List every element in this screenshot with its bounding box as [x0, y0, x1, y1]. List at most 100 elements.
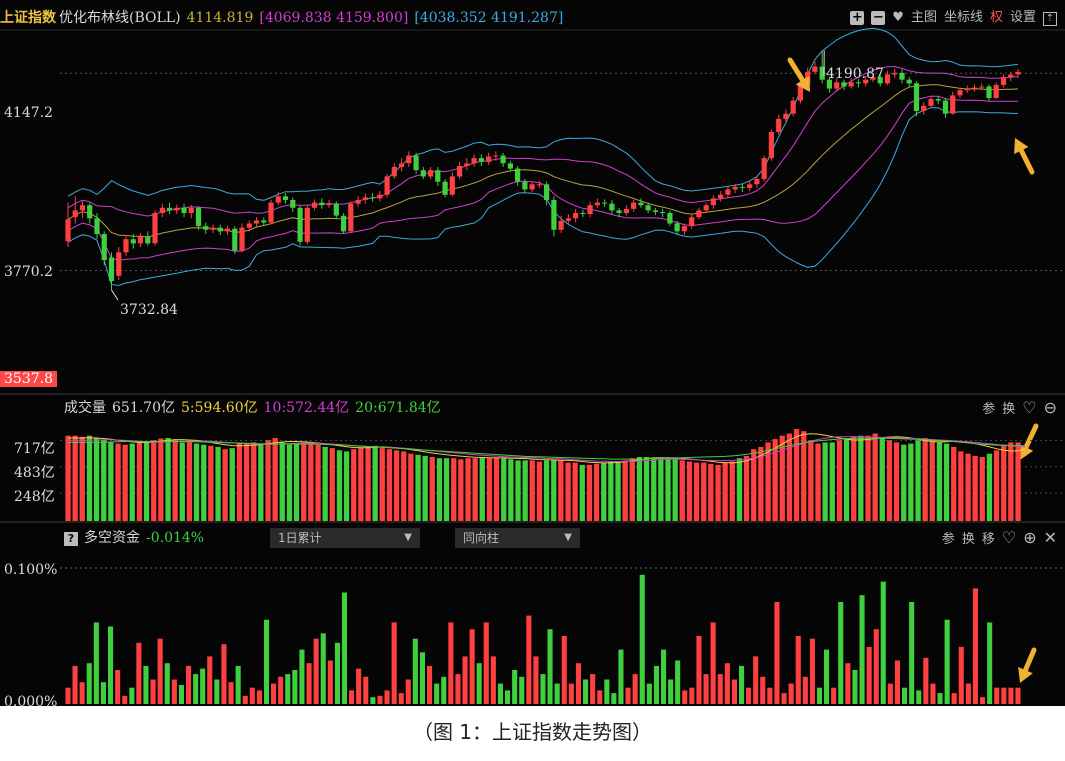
volume-bar: [286, 444, 293, 521]
volume-bar: [208, 445, 214, 521]
candle-body: [406, 155, 412, 164]
volume-bar: [315, 444, 321, 521]
flow-bar: [944, 619, 950, 704]
candle-body: [268, 202, 274, 223]
rights-button[interactable]: 权: [989, 10, 1003, 25]
candle-body: [913, 83, 920, 111]
flow-bar: [795, 636, 801, 704]
flow-bar: [171, 679, 177, 704]
flow-bar: [285, 674, 291, 704]
volume-bar: [365, 446, 371, 521]
flow-bar: [186, 665, 192, 704]
index-title[interactable]: 上证指数: [0, 10, 56, 26]
flow-bar: [178, 685, 184, 704]
minus-icon[interactable]: −: [871, 10, 886, 25]
volume-ma-line: [68, 433, 1026, 464]
volume-bar: [972, 455, 978, 521]
settings-button[interactable]: 设置: [1009, 10, 1036, 25]
candle-body: [464, 163, 470, 166]
flow-bar: [490, 656, 496, 704]
volume-bar: [122, 444, 128, 521]
volume-bar: [815, 443, 821, 521]
flow-bar: [462, 656, 468, 704]
period-dropdown[interactable]: 1日累计 ▼: [270, 528, 420, 548]
candle-body: [776, 118, 782, 132]
candle-body: [971, 87, 978, 89]
candle-body: [674, 223, 680, 232]
flow-bar: [483, 622, 489, 704]
volume-bar: [479, 457, 485, 521]
flow-bar: [547, 629, 553, 704]
candle-body: [834, 82, 840, 89]
flow-bar: [831, 687, 837, 704]
flow-switch-button[interactable]: 换: [961, 532, 975, 547]
flow-bar: [958, 646, 964, 704]
heart-icon[interactable]: ♥: [892, 10, 904, 25]
flow-bar: [115, 670, 121, 704]
candle-body: [166, 207, 173, 211]
candle-body: [413, 155, 419, 171]
volume-bar: [193, 443, 200, 521]
arrow-icon-head: [795, 75, 810, 92]
flow-zoom-in-icon[interactable]: ⊕: [1023, 528, 1037, 547]
flow-bar: [646, 683, 652, 704]
flow-bar: [143, 665, 149, 704]
axis-button[interactable]: 坐标线: [943, 10, 983, 25]
candle-body: [957, 90, 963, 96]
candle-body: [790, 100, 796, 114]
flow-close-icon[interactable]: ✕: [1043, 528, 1057, 547]
candle-body: [732, 186, 738, 190]
flow-param-button[interactable]: 参: [941, 532, 955, 547]
volume-toolbar: 参换 ♡ ⊖: [975, 396, 1057, 420]
help-icon[interactable]: ?: [64, 532, 78, 546]
flow-axis-top: 0.100%: [4, 562, 58, 578]
candle-body: [638, 202, 644, 206]
indicator-name[interactable]: 优化布林线(BOLL): [59, 10, 181, 26]
volume-title[interactable]: 成交量: [64, 400, 106, 416]
main-chart-button[interactable]: 主图: [910, 10, 937, 25]
volume-bar: [65, 435, 71, 521]
candle-body: [486, 156, 492, 162]
flow-bar: [249, 687, 255, 704]
boll-inner-lower-line: [67, 95, 1018, 261]
candle-body: [892, 72, 898, 75]
volume-zoom-out-icon[interactable]: ⊖: [1043, 398, 1057, 417]
flow-title[interactable]: 多空资金: [84, 530, 140, 546]
volume-bar: [729, 461, 735, 521]
volume-bar: [329, 448, 335, 521]
volume-bar: [415, 454, 421, 521]
flow-heart-icon[interactable]: ♡: [1001, 528, 1017, 547]
flow-bar: [710, 622, 716, 704]
volume-bar: [179, 442, 185, 521]
volume-bar: [615, 461, 621, 521]
volume-bar: [72, 435, 78, 521]
add-icon[interactable]: +: [850, 10, 865, 25]
flow-bar: [731, 679, 737, 704]
volume-bar: [958, 451, 964, 521]
volume-switch-button[interactable]: 换: [1002, 402, 1016, 417]
candle-body: [761, 158, 767, 179]
candle-body: [573, 213, 579, 219]
price-axis-low-label: 3770.2: [4, 264, 53, 280]
flow-bar: [809, 638, 815, 704]
volume-ma10: 10:572.44亿: [263, 400, 350, 416]
candle-body: [921, 105, 927, 111]
volume-param-button[interactable]: 参: [982, 402, 996, 417]
flow-bar: [909, 602, 915, 704]
volume-heart-icon[interactable]: ♡: [1022, 398, 1037, 417]
flow-bar: [902, 687, 908, 704]
candle-body: [558, 220, 564, 230]
flow-bar: [703, 674, 709, 704]
flow-move-button[interactable]: 移: [981, 532, 995, 547]
flow-bar: [497, 683, 503, 704]
export-icon[interactable]: ⇡: [1043, 12, 1057, 26]
flow-bar: [604, 679, 610, 704]
volume-bar: [101, 440, 107, 521]
chevron-down-icon: ▼: [404, 532, 412, 543]
candle-body: [232, 228, 238, 251]
volume-bar: [851, 436, 857, 521]
volume-bar: [201, 444, 207, 521]
bar-mode-dropdown[interactable]: 同向柱 ▼: [455, 528, 580, 548]
flow-bar: [1008, 687, 1014, 704]
candle-body: [565, 218, 571, 221]
